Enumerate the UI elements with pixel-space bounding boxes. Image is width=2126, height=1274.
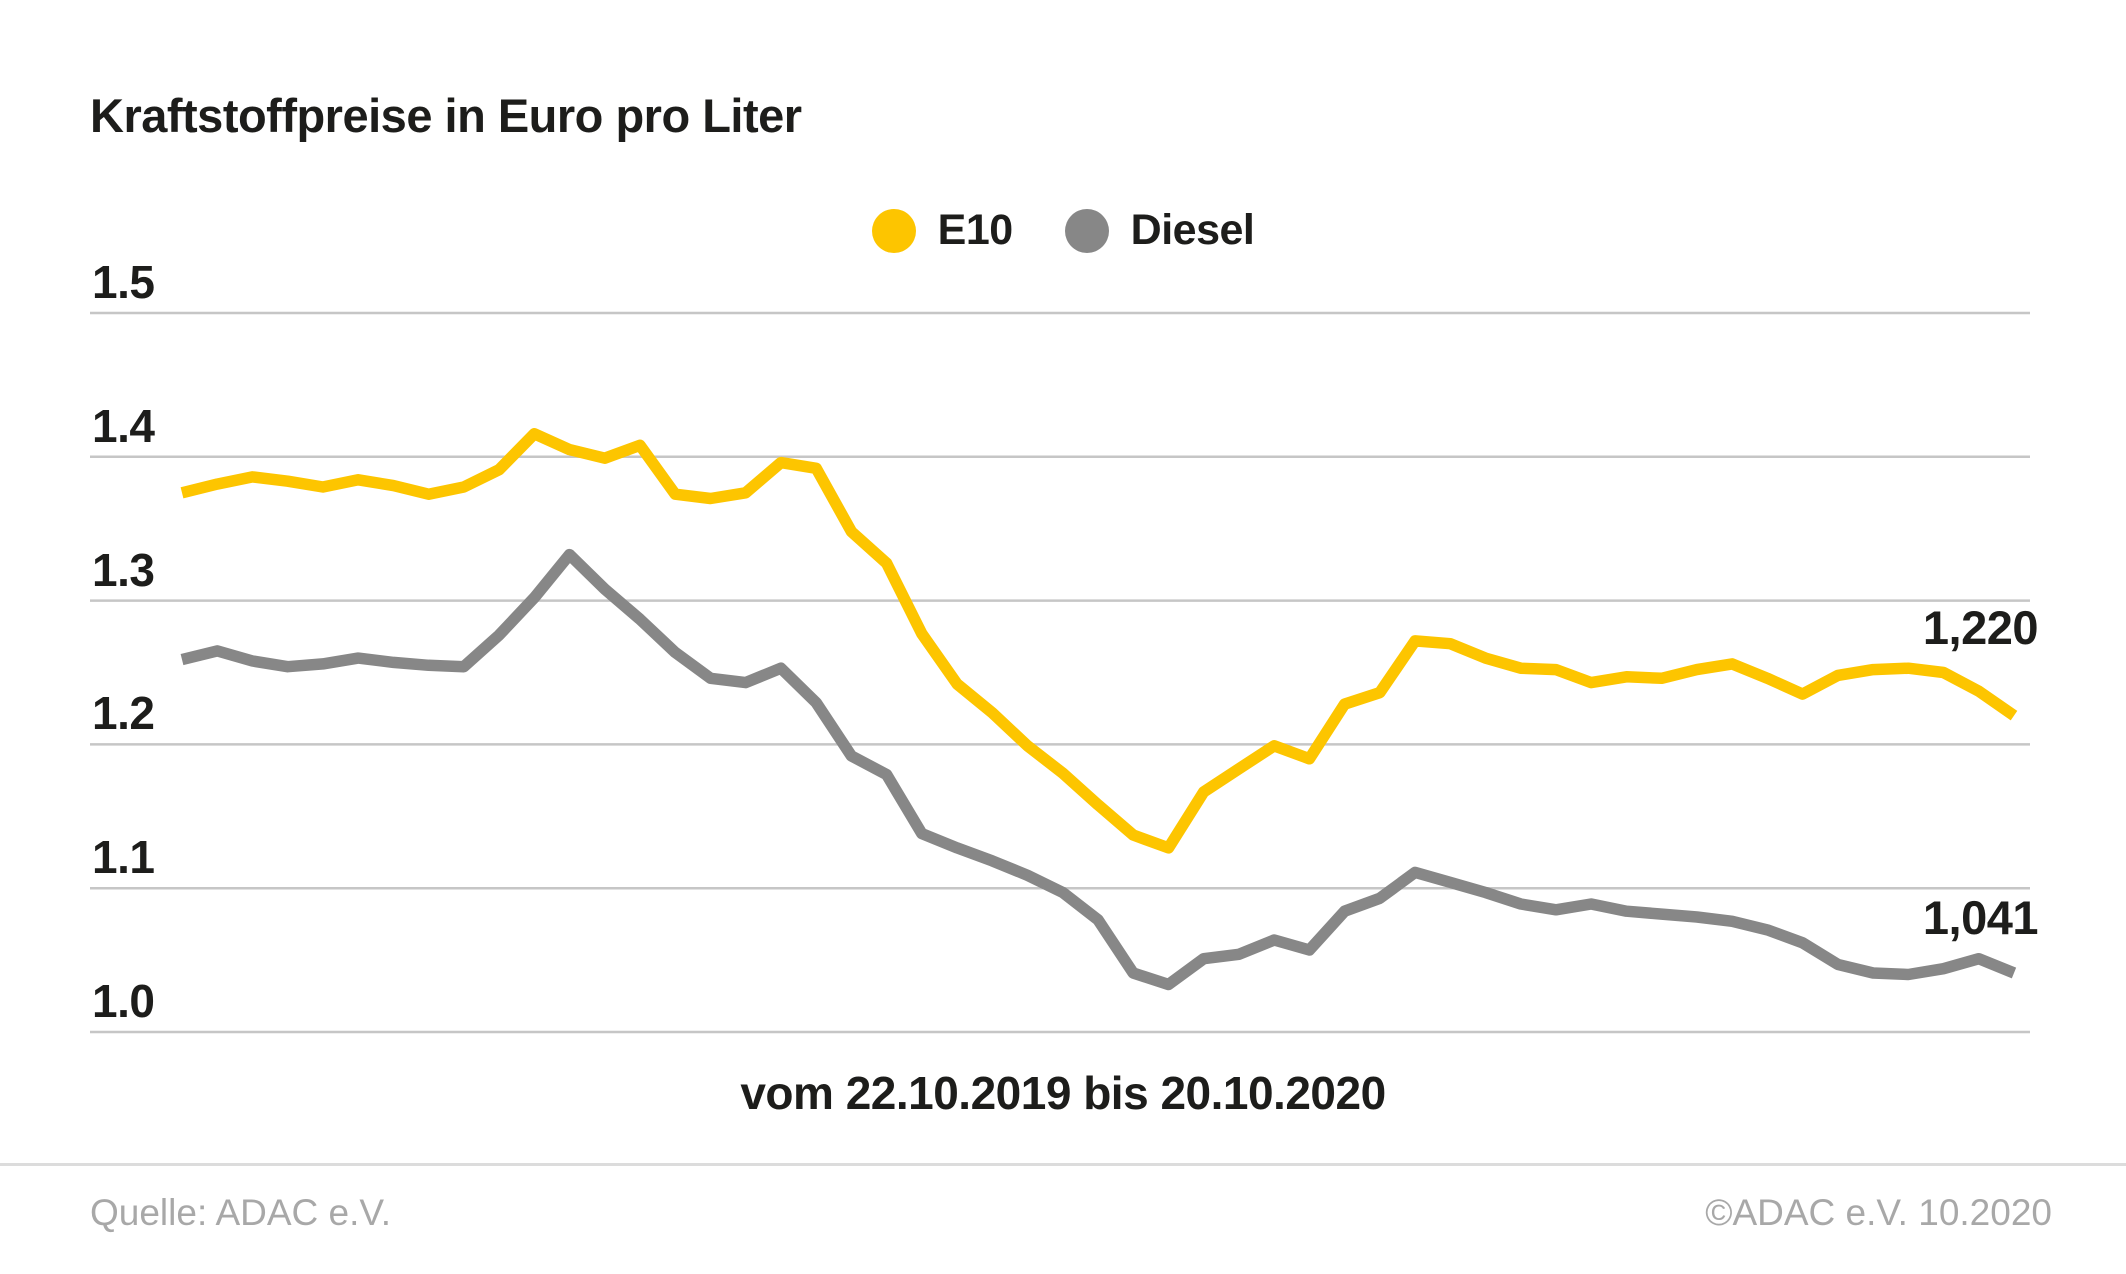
diesel-dot-icon xyxy=(1064,208,1109,253)
y-axis-tick-label-1.2: 1.2 xyxy=(92,687,155,740)
legend-item-e10: E10 xyxy=(871,206,1014,255)
legend-label-e10: E10 xyxy=(937,206,1014,254)
source-note: Quelle: ADAC e.V. xyxy=(90,1192,391,1233)
legend-label-diesel: Diesel xyxy=(1130,206,1255,254)
e10-line xyxy=(180,428,2018,854)
copyright-note: ©ADAC e.V. 10.2020 xyxy=(1705,1192,2052,1233)
y-axis-tick-label-1.3: 1.3 xyxy=(92,543,155,596)
legend: E10 Diesel xyxy=(0,206,2126,255)
y-axis-tick-label-1.4: 1.4 xyxy=(92,399,155,452)
y-axis-tick-label-1.0: 1.0 xyxy=(92,975,155,1027)
e10-dot-icon xyxy=(871,208,916,253)
footer-divider xyxy=(0,1163,2126,1166)
diesel-line xyxy=(180,548,2017,991)
legend-item-diesel: Diesel xyxy=(1064,206,1255,255)
y-axis-tick-label-1.1: 1.1 xyxy=(92,831,155,884)
diesel-end-value-label: 1,041 xyxy=(1922,891,2039,944)
x-axis-range-label: vom 22.10.2019 bis 20.10.2020 xyxy=(740,1067,1386,1119)
chart-title: Kraftstoffpreise in Euro pro Liter xyxy=(90,89,802,142)
e10-end-value-label: 1,220 xyxy=(1922,601,2039,654)
y-axis-tick-label-1.5: 1.5 xyxy=(92,256,155,308)
